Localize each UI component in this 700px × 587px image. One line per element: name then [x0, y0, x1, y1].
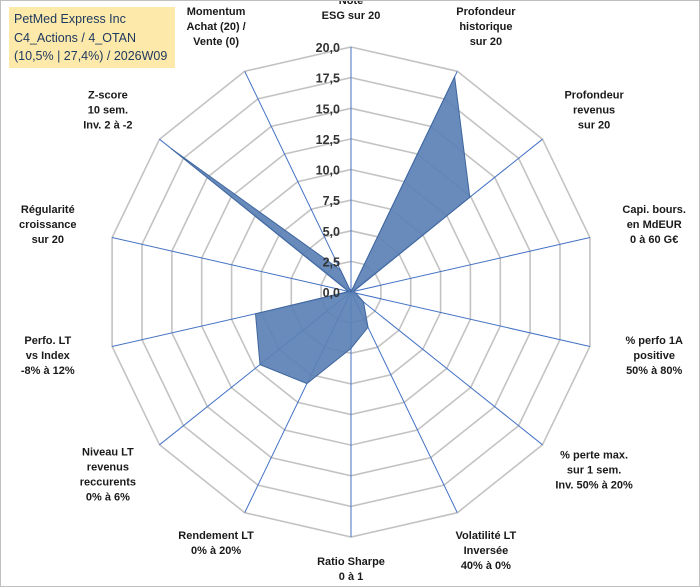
axis-label-10-line-2: -8% à 12% [21, 365, 75, 377]
axis-label-3: Capi. bours. en MdEUR 0 à 60 G€ [622, 204, 686, 246]
axis-label-4-line-2: 50% à 80% [626, 365, 682, 377]
axis-label-7-line-0: Ratio Sharpe [317, 556, 385, 568]
axis-label-11-line-0: Régularité [21, 204, 75, 216]
series-area-0 [170, 75, 471, 385]
axis-label-3-line-1: en MdEUR [627, 219, 682, 231]
stats-line: (10,5% | 27,4%) / 2026W09 [14, 49, 168, 63]
tick-label-4: 10,0 [316, 164, 340, 178]
axis-spoke-3 [350, 237, 591, 293]
axis-label-2-line-0: Profondeur [564, 90, 624, 102]
axis-label-1: Profondeur historique sur 20 [456, 6, 516, 48]
tick-label-7: 17,5 [316, 72, 340, 86]
axis-label-5: % perte max. sur 1 sem. Inv. 50% à 20% [555, 450, 633, 492]
tick-label-0: 0,0 [323, 286, 340, 300]
axis-label-10: Perfo. LT vs Index -8% à 12% [21, 335, 75, 377]
axis-label-7-line-1: 0 à 1 [339, 571, 363, 583]
axis-label-13-line-2: Vente (0) [193, 36, 239, 48]
axis-label-8-line-1: 0% à 20% [191, 545, 241, 557]
axis-label-11-line-2: sur 20 [32, 234, 64, 246]
axis-label-6-line-0: Volatilité LT [456, 530, 517, 542]
chart-title-box: PetMed Express Inc C4_Actions / 4_OTAN (… [9, 7, 175, 68]
company-name: PetMed Express Inc [14, 12, 126, 26]
axis-label-0: Note ESG sur 20 [322, 1, 381, 22]
axis-label-11: Régularité croissance sur 20 [19, 204, 76, 246]
axis-label-12: Z-score 10 sem. Inv. 2 à -2 [83, 90, 132, 132]
axis-label-6-line-1: Inversée [464, 545, 509, 557]
axis-label-12-line-2: Inv. 2 à -2 [83, 120, 132, 132]
axis-labels: Note ESG sur 20 Profondeur historique sur 20… [19, 1, 686, 583]
axis-label-2-line-2: sur 20 [578, 120, 610, 132]
tick-labels: 0,0 2,5 5,0 7,5 10,0 12,5 15,0 17,5 20,0 [316, 41, 340, 300]
axis-label-4-line-0: % perfo 1A [625, 335, 683, 347]
axis-label-3-line-2: 0 à 60 G€ [630, 234, 678, 246]
tick-label-1: 2,5 [323, 255, 340, 269]
axis-label-3-line-0: Capi. bours. [622, 204, 686, 216]
axis-spoke-6 [350, 291, 458, 513]
axis-label-13: Momentum Achat (20) / Vente (0) [186, 6, 245, 48]
axis-label-8-line-0: Rendement LT [178, 530, 254, 542]
axis-label-5-line-2: Inv. 50% à 20% [555, 480, 633, 492]
tick-label-6: 15,0 [316, 102, 340, 116]
axis-label-4: % perfo 1A positive 50% à 80% [625, 335, 683, 377]
axis-label-10-line-1: vs Index [26, 350, 71, 362]
axis-label-0-line-1: ESG sur 20 [322, 10, 381, 22]
axis-label-9-line-2: reccurents [80, 477, 136, 489]
axis-label-13-line-0: Momentum [187, 6, 246, 18]
axis-label-5-line-0: % perte max. [560, 450, 628, 462]
axis-label-0-line-0: Note [339, 1, 363, 7]
axis-label-9: Niveau LT revenus reccurents 0% à 6% [80, 447, 136, 504]
axis-spoke-11 [111, 237, 352, 293]
axis-label-13-line-1: Achat (20) / [186, 21, 245, 33]
axis-label-10-line-0: Perfo. LT [24, 335, 71, 347]
tick-label-8: 20,0 [316, 41, 340, 55]
axis-label-12-line-0: Z-score [88, 90, 128, 102]
axis-label-7: Ratio Sharpe 0 à 1 [317, 556, 385, 583]
axis-spoke-4 [350, 291, 591, 347]
axis-label-1-line-1: historique [459, 21, 512, 33]
axis-label-1-line-2: sur 20 [470, 36, 502, 48]
tick-label-2: 5,0 [323, 225, 340, 239]
axis-label-8: Rendement LT 0% à 20% [178, 530, 254, 557]
axis-label-2-line-1: revenus [573, 105, 615, 117]
axis-label-12-line-1: 10 sem. [88, 105, 128, 117]
axis-label-4-line-1: positive [633, 350, 675, 362]
category-line: C4_Actions / 4_OTAN [14, 30, 137, 45]
axis-label-9-line-1: revenus [87, 462, 129, 474]
axis-spoke-13 [244, 71, 352, 293]
axis-label-6: Volatilité LT Inversée 40% à 0% [456, 530, 517, 572]
axis-label-6-line-2: 40% à 0% [461, 560, 511, 572]
tick-label-5: 12,5 [316, 133, 340, 147]
axis-label-9-line-3: 0% à 6% [86, 492, 130, 504]
axis-label-11-line-1: croissance [19, 219, 76, 231]
tick-label-3: 7,5 [323, 194, 340, 208]
series-layer [170, 75, 471, 385]
axis-label-2: Profondeur revenus sur 20 [564, 90, 624, 132]
axis-label-5-line-1: sur 1 sem. [567, 465, 621, 477]
axis-spoke-5 [350, 291, 543, 446]
axis-label-1-line-0: Profondeur [456, 6, 516, 18]
axis-label-9-line-0: Niveau LT [82, 447, 134, 459]
